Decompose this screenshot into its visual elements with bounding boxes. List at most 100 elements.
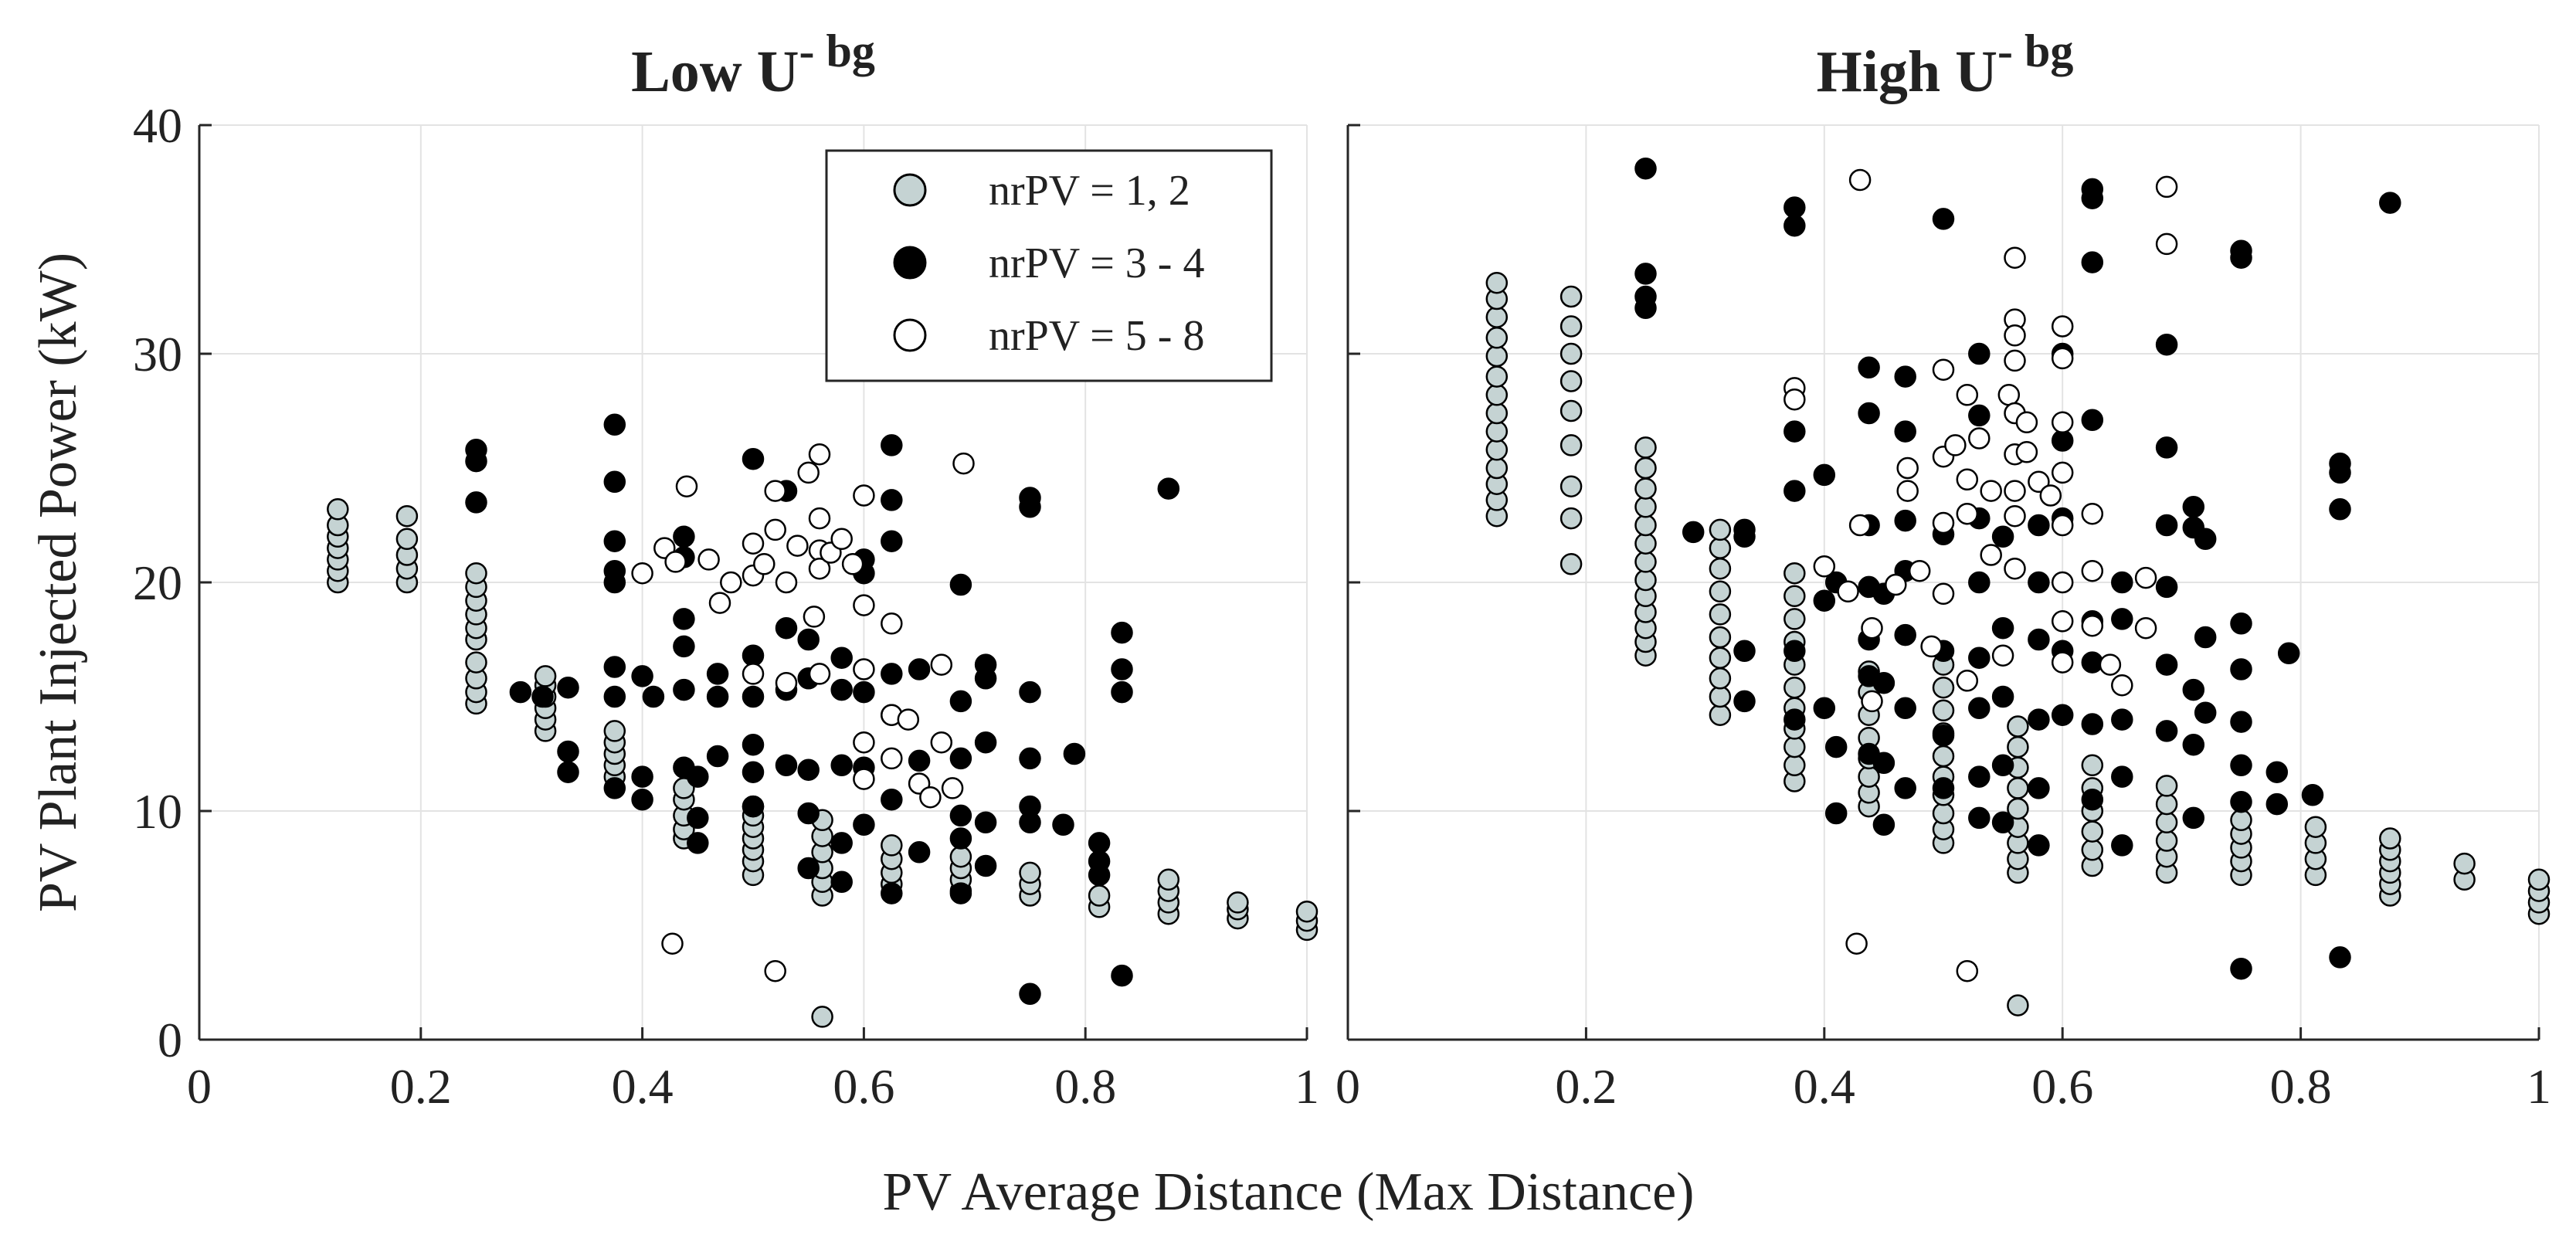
data-point (708, 592, 731, 614)
data-point (974, 811, 997, 834)
data-point (949, 882, 972, 904)
data-point (1634, 568, 1657, 592)
data-point (1894, 365, 1916, 388)
data-point (1932, 699, 1955, 722)
data-point (1991, 644, 2014, 667)
data-point (1682, 521, 1705, 544)
data-point (1908, 559, 1931, 582)
data-point (2028, 628, 2050, 651)
data-point (2081, 409, 2104, 432)
data-point (465, 491, 487, 514)
data-point (908, 841, 931, 864)
data-point (2230, 809, 2252, 832)
data-point (808, 443, 831, 466)
data-point (1634, 456, 1657, 480)
data-point (2111, 608, 2133, 630)
data-point (908, 658, 931, 680)
data-point (2265, 761, 2289, 783)
legend-label-nrpv-3-4: nrPV = 3 - 4 (989, 239, 1204, 287)
data-point (1894, 623, 1916, 646)
data-point (775, 671, 798, 694)
data-point (853, 731, 875, 754)
data-point (1560, 315, 1583, 338)
data-point (1784, 562, 1806, 585)
data-point (1485, 456, 1509, 480)
data-point (949, 690, 972, 713)
data-point (2194, 626, 2217, 649)
data-point (673, 678, 695, 701)
data-point (2155, 811, 2178, 834)
series-nrpv-5-8 (1784, 168, 2178, 982)
data-point (1709, 704, 1732, 726)
data-point (1784, 585, 1806, 608)
data-point (1932, 745, 1955, 768)
data-point (2004, 246, 2026, 269)
data-point (1295, 900, 1319, 923)
data-point (1485, 306, 1509, 328)
data-point (1813, 589, 1836, 612)
data-point (949, 747, 972, 770)
data-point (2028, 708, 2050, 731)
data-point (673, 635, 695, 658)
legend-marker-nrpv-3-4 (893, 246, 927, 280)
data-point (2099, 653, 2122, 676)
data-point (2182, 806, 2205, 830)
data-point (881, 747, 903, 770)
data-point (557, 676, 579, 699)
data-point (2004, 349, 2026, 372)
data-point (1634, 551, 1657, 573)
data-point (1932, 676, 1955, 699)
data-point (742, 761, 765, 783)
data-point (1784, 480, 1806, 502)
data-point (2028, 777, 2050, 799)
data-point (974, 731, 997, 754)
data-point (1932, 511, 1955, 534)
y-tick-label: 10 (133, 784, 182, 839)
data-point (1709, 580, 1732, 603)
points-low-u (327, 413, 1319, 1028)
data-point (881, 882, 903, 904)
data-point (720, 571, 742, 594)
data-point (881, 434, 903, 456)
data-point (1634, 477, 1657, 500)
data-point (1709, 537, 1732, 559)
data-point (1885, 573, 1907, 596)
data-point (2051, 571, 2074, 594)
data-point (2051, 704, 2074, 726)
data-point (675, 475, 698, 497)
data-point (1709, 603, 1732, 626)
data-point (1784, 608, 1806, 630)
data-point (830, 528, 853, 551)
series-nrpv-1-2 (1485, 271, 2551, 1016)
data-point (1956, 959, 1979, 982)
data-point (1980, 544, 2002, 566)
data-point (2134, 616, 2157, 640)
data-point (706, 685, 729, 708)
data-point (2015, 441, 2038, 463)
legend-marker-nrpv-5-8 (893, 318, 927, 352)
data-point (603, 530, 626, 552)
data-point (797, 461, 820, 484)
data-point (1991, 754, 2014, 777)
data-point (2051, 514, 2074, 537)
data-point (797, 758, 820, 781)
data-point (853, 594, 875, 616)
data-point (1019, 861, 1041, 884)
data-point (1560, 370, 1583, 392)
data-point (2134, 566, 2157, 589)
data-point (1894, 697, 1916, 720)
data-point (2194, 528, 2217, 551)
legend-label-nrpv-1-2: nrPV = 1, 2 (989, 167, 1190, 215)
data-point (2051, 315, 2074, 338)
data-point (1157, 868, 1180, 891)
data-point (603, 656, 626, 678)
y-tick-label: 0 (158, 1013, 182, 1067)
data-point (1968, 765, 1991, 788)
data-point (742, 644, 765, 667)
data-point (1634, 496, 1657, 518)
data-point (1858, 402, 1880, 425)
data-point (1813, 463, 1836, 487)
data-point (1872, 752, 1896, 775)
data-point (2182, 678, 2205, 701)
data-point (1956, 468, 1979, 491)
